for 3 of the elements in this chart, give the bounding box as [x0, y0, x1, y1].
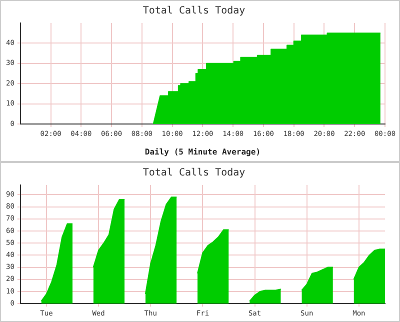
x-axis-title: Daily (5 Minute Average) — [144, 147, 261, 156]
chart-title: Total Calls Today — [142, 168, 246, 179]
chart-title: Total Calls Today — [142, 6, 246, 17]
